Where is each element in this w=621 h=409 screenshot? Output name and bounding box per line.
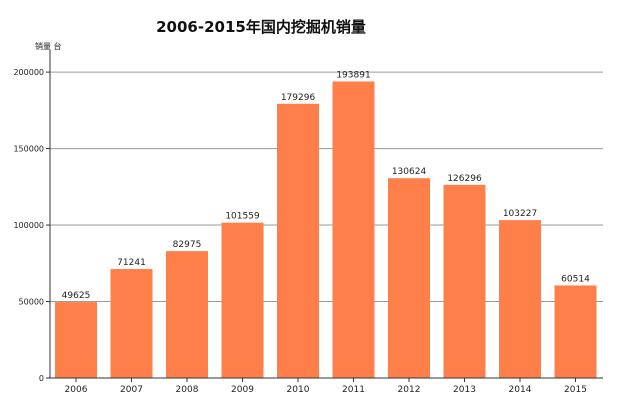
bar-value-label: 130624 [392,167,427,177]
y-tick-label: 50000 [19,298,44,307]
bar-value-label: 60514 [561,274,590,284]
x-tick-label: 2010 [287,385,310,395]
bar-value-label: 126296 [447,174,482,184]
bars [55,81,597,379]
bar-value-label: 103227 [503,209,537,219]
bar [110,269,153,378]
bar [55,302,97,378]
bar [499,220,541,378]
y-tick-label: 200000 [13,68,44,77]
bar [443,184,486,378]
x-tick-label: 2006 [65,385,88,395]
y-axis-label: 销量 台 [35,41,62,51]
bar-value-label: 49625 [62,291,91,301]
x-tick-label: 2008 [176,385,199,395]
y-tick-label: 0 [39,374,44,383]
bar-value-label: 101559 [225,212,260,222]
x-tick-label: 2009 [231,385,254,395]
bar [221,222,264,378]
bar [277,103,319,378]
bar [388,178,430,378]
x-tick-label: 2007 [120,385,143,395]
x-tick-label: 2015 [564,385,587,395]
x-tick-label: 2011 [342,385,365,395]
bar [332,81,375,379]
bar-value-label: 71241 [117,258,146,268]
x-tick-label: 2013 [453,385,476,395]
chart-title: 2006-2015年国内挖掘机销量 [156,18,366,36]
axes: 0 50000 100000 150000 200000 2006 2007 2008 2009… [13,50,603,395]
y-tick-label: 150000 [13,145,44,154]
bar [166,251,208,378]
y-tick-label: 100000 [13,221,44,230]
bar-value-label: 82975 [173,240,202,250]
bar [554,285,597,378]
x-tick-label: 2014 [509,385,532,395]
x-tick-label: 2012 [398,385,421,395]
bar-value-label: 193891 [336,70,370,80]
bar-value-label: 179296 [281,93,316,103]
data-labels: 49625 71241 82975 101559 179296 193891 130624 1… [62,70,590,301]
